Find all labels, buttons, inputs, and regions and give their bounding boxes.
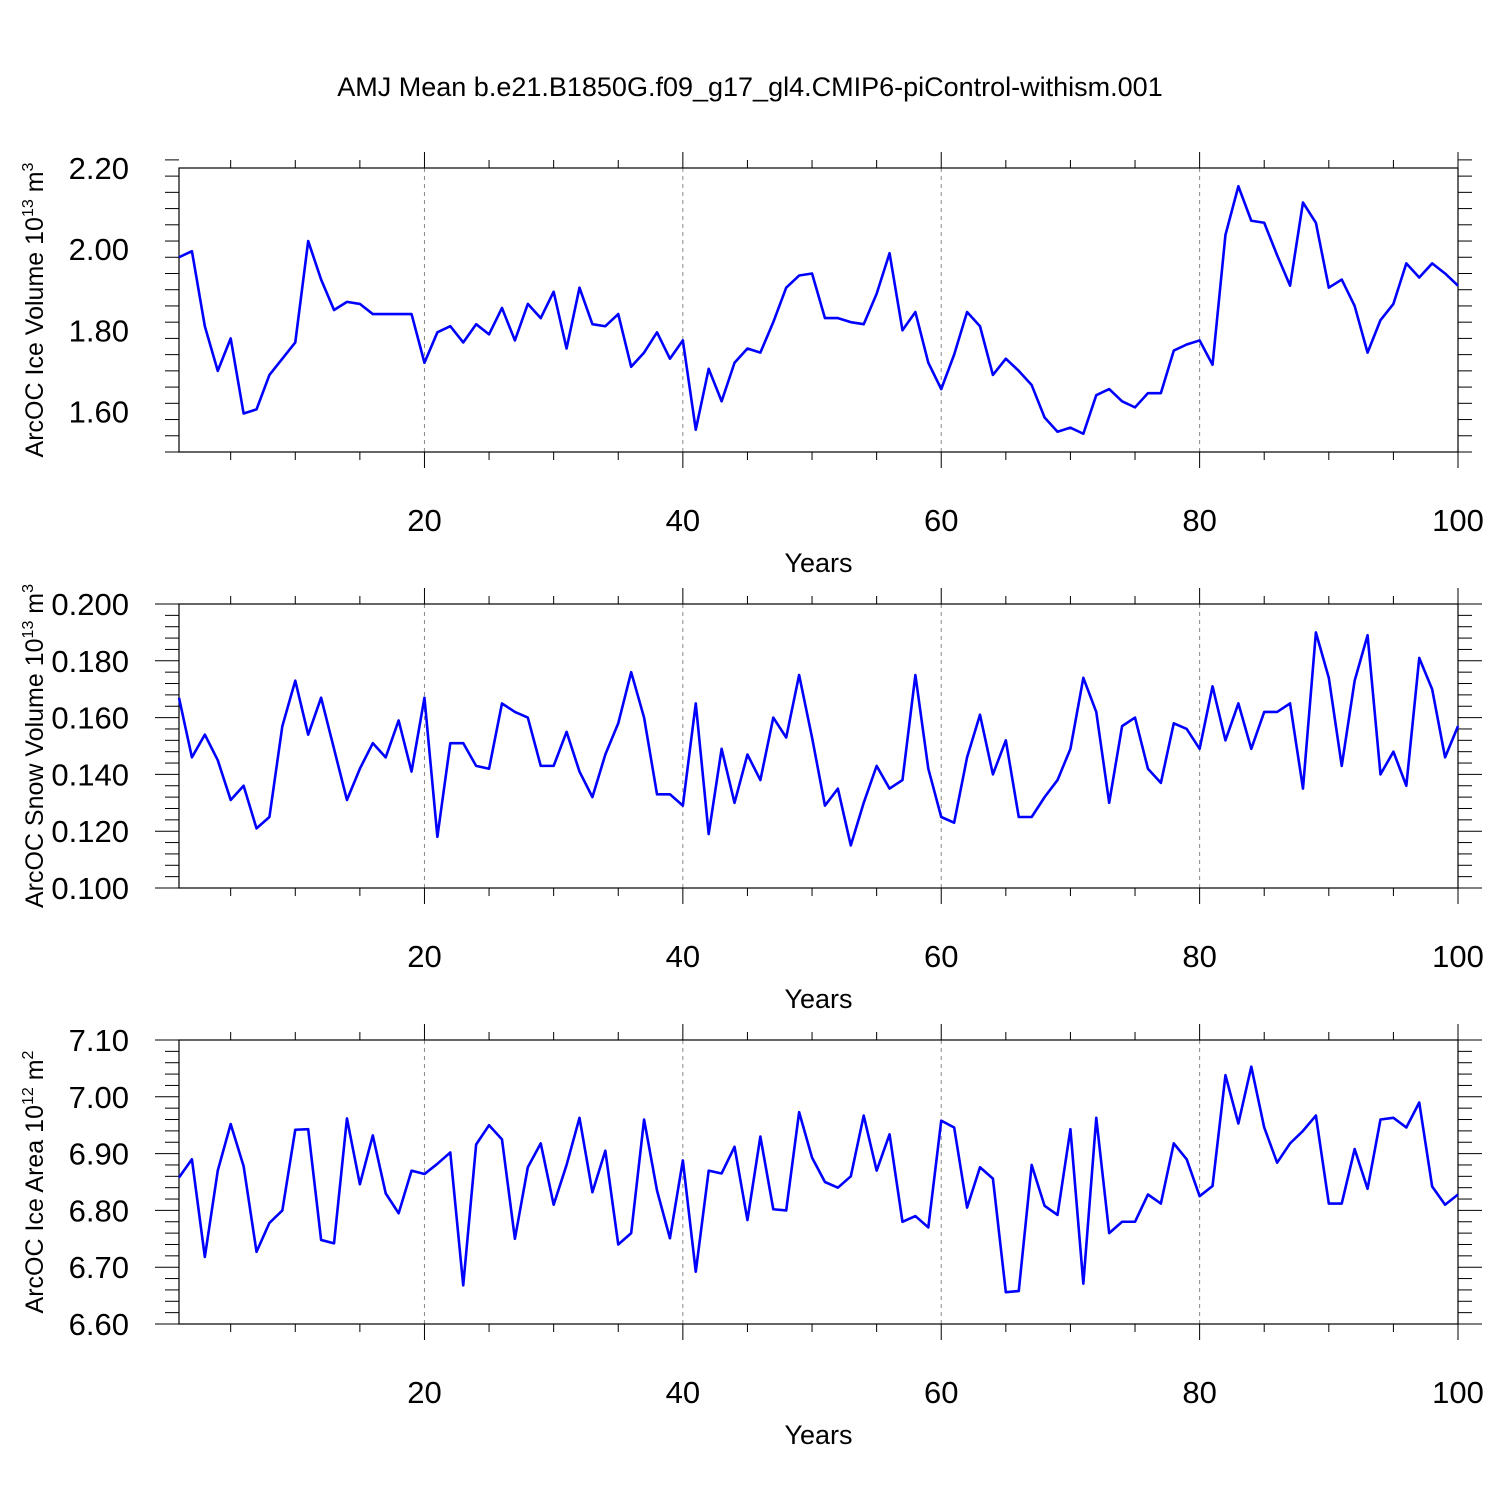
x-tick-label: 60: [924, 503, 958, 538]
x-tick-label: 100: [1432, 939, 1484, 974]
panel-ice-area: 20 40 60 80 100 Years 6.60 6.70 6.80 6.90 7.00 7.10…: [20, 1023, 1484, 1450]
figure-title: AMJ Mean b.e21.B1850G.f09_g17_gl4.CMIP6-…: [337, 72, 1163, 102]
x-tick-label: 20: [407, 939, 441, 974]
y-tick-label: 0.180: [51, 644, 129, 679]
y-tick-label: 1.80: [69, 313, 129, 348]
y-tick-label: 0.120: [51, 814, 129, 849]
y-tick-label: 1.60: [69, 394, 129, 429]
panel-snow-volume: 20 40 60 80 100 Years 0.100 0.120 0.140 0.160 0.18…: [20, 584, 1484, 1014]
y-axis-label: ArcOC Ice Area 1012 m2: [20, 1050, 49, 1313]
x-axis-label: Years: [784, 548, 852, 578]
x-tick-label: 60: [924, 939, 958, 974]
y-tick-label: 0.200: [51, 587, 129, 622]
x-tick-label: 80: [1182, 1375, 1216, 1410]
y-axis-label: ArcOC Snow Volume 1013 m3: [20, 584, 49, 908]
plot-frame: [178, 167, 1459, 453]
y-tick-label: 2.20: [69, 151, 129, 186]
y-tick-label: 0.140: [51, 757, 129, 792]
y-tick-label: 7.10: [69, 1023, 129, 1058]
x-axis-label: Years: [784, 1420, 852, 1450]
series-line: [178, 184, 1459, 436]
series-line: [177, 1065, 1459, 1294]
plot-frame: [178, 603, 1459, 889]
x-tick-label: 80: [1182, 503, 1216, 538]
y-tick-label: 7.00: [69, 1080, 129, 1115]
x-tick-label: 40: [666, 1375, 700, 1410]
x-tick-label: 80: [1182, 939, 1216, 974]
x-tick-label: 100: [1432, 1375, 1484, 1410]
x-axis-label: Years: [784, 984, 852, 1014]
series-line: [177, 631, 1460, 847]
y-tick-label: 6.60: [69, 1307, 129, 1342]
y-tick-label: 0.160: [51, 701, 129, 736]
x-tick-label: 60: [924, 1375, 958, 1410]
y-tick-label: 6.80: [69, 1193, 129, 1228]
panel-ice-volume: 20 40 60 80 100 Years 1.60 1.80 2.00 2.20 ArcOC Ic…: [20, 151, 1484, 578]
x-tick-label: 40: [666, 503, 700, 538]
y-tick-label: 2.00: [69, 232, 129, 267]
y-tick-label: 0.100: [51, 871, 129, 906]
x-tick-label: 40: [666, 939, 700, 974]
y-tick-label: 6.70: [69, 1250, 129, 1285]
y-tick-label: 6.90: [69, 1137, 129, 1172]
x-tick-label: 20: [407, 1375, 441, 1410]
x-tick-label: 100: [1432, 503, 1484, 538]
x-tick-label: 20: [407, 503, 441, 538]
plot-frame: [178, 1039, 1459, 1325]
y-axis-label: ArcOC Ice Volume 1013 m3: [20, 162, 49, 457]
